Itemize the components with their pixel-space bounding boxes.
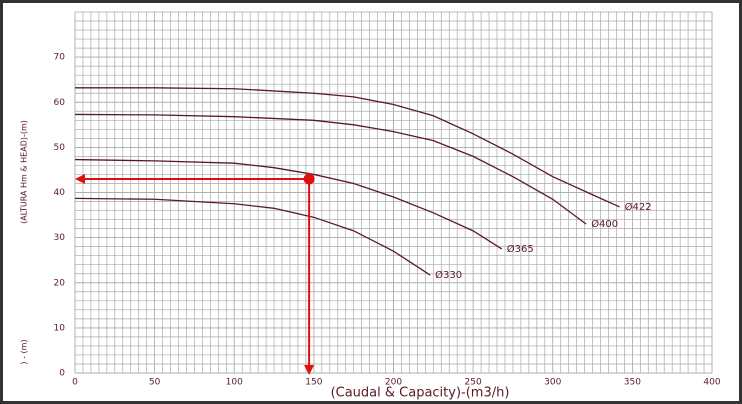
curve [75, 87, 620, 208]
x-tick-label: 100 [226, 378, 243, 388]
x-tick-label: 200 [385, 378, 402, 388]
y-tick-label: 10 [54, 323, 66, 333]
y-tick-label: 0 [59, 369, 65, 379]
x-tick-label: 250 [465, 378, 482, 388]
x-tick-label: 0 [72, 378, 78, 388]
y-tick-label: 70 [54, 53, 66, 63]
y-tick-label: 30 [54, 233, 66, 243]
y-tick-label: 20 [54, 278, 66, 288]
arrow-head [304, 365, 315, 375]
operating-point [303, 173, 315, 185]
curve [74, 113, 587, 225]
curve [74, 158, 503, 250]
x-tick-label: 400 [703, 378, 720, 388]
x-tick-label: 350 [624, 378, 641, 388]
y-axis-title-2: ) - (m) [20, 339, 29, 364]
curve-label: Ø330 [435, 269, 462, 281]
y-tick-label: 60 [54, 98, 66, 108]
x-tick-label: 150 [305, 378, 322, 388]
x-tick-label: 50 [149, 378, 161, 388]
curve [74, 197, 431, 276]
y-tick-label: 40 [54, 188, 66, 198]
x-tick-label: 300 [544, 378, 561, 388]
y-axis-title: (ALTURA Hm & HEAD)-(m) [20, 120, 29, 224]
arrow-head [75, 173, 85, 184]
x-axis-title: (Caudal & Capacity)-(m3/h) [331, 386, 510, 401]
curve-label: Ø400 [591, 218, 618, 230]
curve-label: Ø365 [507, 243, 534, 255]
curve-label: Ø422 [625, 201, 652, 213]
y-tick-label: 50 [54, 143, 66, 153]
